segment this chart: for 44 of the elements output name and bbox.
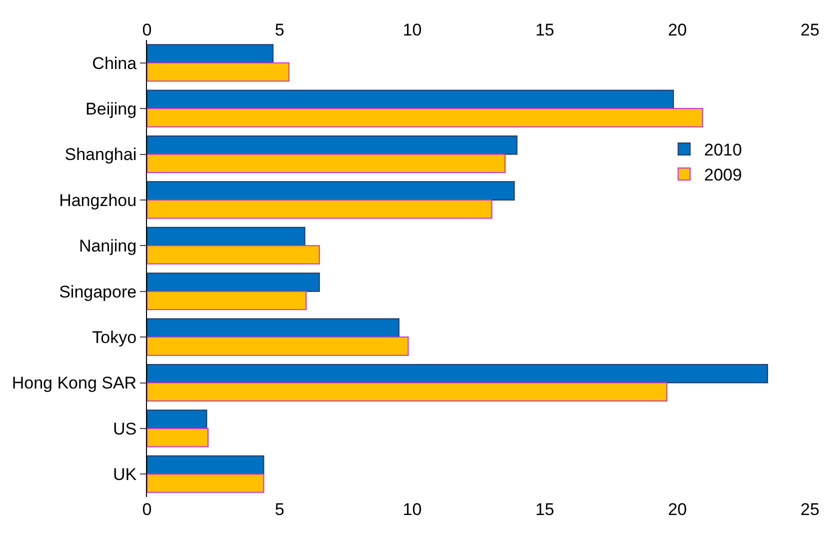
y-tick-label: Hangzhou — [59, 190, 137, 210]
bar — [147, 135, 518, 155]
y-tick-label: US — [112, 419, 137, 438]
y-tick-label: China — [92, 54, 138, 73]
bar — [147, 290, 307, 310]
bar — [147, 199, 492, 219]
bar — [147, 272, 320, 292]
bar — [147, 382, 668, 402]
x-tick-label: 0 — [142, 20, 152, 40]
bar — [147, 108, 704, 128]
legend-label: 2010 — [704, 140, 742, 160]
bar — [147, 364, 768, 384]
y-tick-label: UK — [112, 465, 138, 484]
y-tick-label: Nanjing — [78, 236, 137, 256]
y-tick-label: Beijing — [86, 100, 137, 118]
bar — [147, 62, 290, 82]
bar — [147, 474, 264, 493]
x-tick-label: 15 — [535, 20, 554, 40]
x-tick-label: 10 — [402, 20, 422, 40]
x-tick-label: 20 — [668, 20, 687, 40]
y-tick-label: Hong Kong SAR — [12, 374, 137, 393]
x2-tick-label: 25 — [800, 500, 820, 519]
x2-tick-label: 20 — [668, 500, 687, 519]
y-tick-label: Shanghai — [64, 145, 137, 164]
bar — [147, 181, 515, 200]
bar — [147, 410, 208, 429]
bar — [147, 336, 409, 356]
y-tick-label: Singapore — [59, 282, 137, 302]
bar — [147, 455, 264, 475]
y-tick-label: Tokyo — [92, 328, 137, 347]
x2-tick-label: 5 — [274, 500, 284, 519]
x2-tick-label: 10 — [402, 500, 422, 519]
legend-label: 2009 — [704, 166, 742, 185]
bar — [147, 318, 400, 338]
bar — [147, 226, 306, 246]
bar — [147, 90, 674, 110]
bar — [147, 154, 506, 174]
x2-tick-label: 0 — [142, 500, 152, 519]
bar — [147, 428, 208, 448]
x2-tick-label: 15 — [535, 500, 554, 519]
bar — [147, 44, 274, 64]
bar — [147, 245, 320, 264]
x-tick-label: 25 — [800, 20, 820, 40]
x-tick-label: 5 — [274, 20, 284, 40]
